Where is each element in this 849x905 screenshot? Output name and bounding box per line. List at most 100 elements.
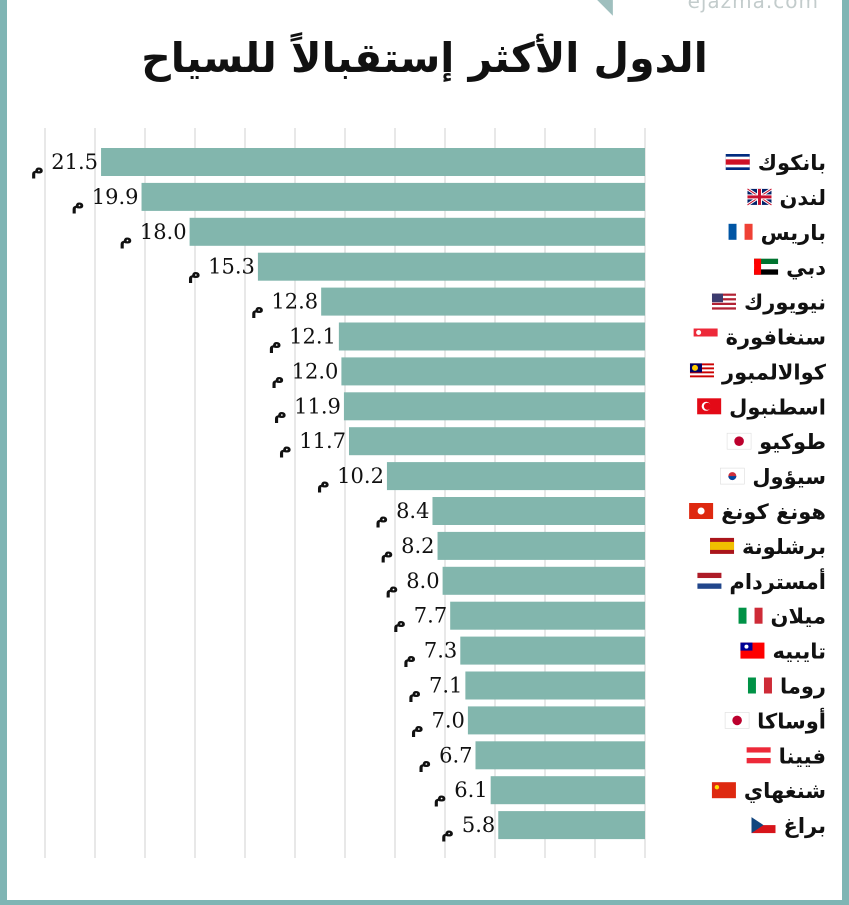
category-label: بانكوك	[758, 151, 826, 175]
frame-right-border	[842, 0, 849, 905]
value-label: 11.7	[299, 429, 346, 453]
value-label: 8.0	[406, 569, 439, 593]
singapore-flag-icon	[693, 328, 718, 345]
frame-left-border	[0, 0, 7, 905]
category-label: فيينا	[779, 744, 826, 768]
bar	[432, 497, 645, 525]
value-label: 5.8	[462, 813, 495, 837]
bar	[257, 252, 645, 281]
unit-label: م	[251, 298, 264, 319]
value-label: 12.8	[271, 290, 318, 314]
value-label: 7.0	[431, 708, 464, 732]
watermark: ejazma.com	[687, 0, 819, 13]
uae-flag-icon	[754, 258, 779, 275]
bar	[442, 566, 645, 595]
category-label: هونغ كونغ	[721, 500, 826, 524]
category-label: شنغهاي	[744, 779, 826, 804]
grid-lines	[44, 128, 646, 858]
value-label: 21.5	[51, 150, 98, 174]
value-label: 15.3	[208, 255, 255, 279]
unit-label: م	[119, 228, 132, 249]
value-label: 7.1	[429, 674, 462, 698]
bar	[450, 601, 645, 630]
unit-label: م	[71, 193, 84, 214]
category-label: سنغافورة	[726, 326, 826, 350]
bar	[321, 287, 645, 316]
bar	[338, 322, 645, 351]
category-label: أوساكا	[757, 706, 826, 733]
costa-rica-flag-icon	[725, 154, 750, 170]
bar	[189, 217, 645, 246]
unit-label: م	[380, 542, 393, 563]
italy-flag-icon	[747, 677, 772, 694]
unit-label: م	[393, 612, 406, 633]
bar	[386, 462, 645, 491]
bar	[467, 706, 645, 735]
category-label: طوكيو	[758, 430, 826, 454]
category-label: ميلان	[771, 605, 826, 629]
category-label: اسطنبول	[729, 395, 826, 419]
japan-flag-icon	[724, 712, 750, 729]
czech-flag-icon	[751, 817, 776, 834]
category-label: أمستردام	[729, 567, 826, 594]
bar	[141, 182, 645, 211]
unit-label: م	[403, 647, 416, 668]
category-label: تايبيه	[772, 640, 826, 664]
value-label: 11.9	[294, 394, 341, 418]
value-label: 8.2	[401, 534, 434, 558]
unit-label: م	[269, 333, 282, 354]
bar	[341, 357, 645, 386]
value-label: 7.3	[424, 639, 457, 663]
bar	[490, 776, 645, 805]
unit-label: م	[408, 682, 421, 703]
value-label: 10.2	[337, 464, 384, 488]
value-label: 19.9	[92, 185, 139, 209]
south-korea-flag-icon	[720, 467, 745, 485]
bar	[498, 811, 645, 840]
category-label: سيؤول	[752, 465, 826, 489]
unit-label: م	[31, 158, 44, 179]
category-label: برشلونة	[742, 535, 826, 559]
spain-flag-icon	[710, 537, 735, 554]
usa-flag-icon	[711, 293, 736, 310]
category-label: باريس	[761, 221, 826, 245]
unit-label: م	[274, 402, 287, 423]
unit-label: م	[441, 821, 454, 842]
value-label: 12.0	[292, 359, 339, 383]
france-flag-icon	[728, 223, 753, 240]
category-label: دبي	[786, 256, 826, 280]
bar	[101, 148, 646, 176]
malaysia-flag-icon	[689, 363, 714, 380]
italy-flag-icon	[738, 607, 763, 624]
category-label: روما	[780, 675, 826, 699]
china-flag-icon	[711, 782, 736, 799]
unit-label: م	[385, 577, 398, 598]
value-label: 8.4	[396, 499, 429, 523]
category-label: نيويورك	[744, 291, 826, 315]
bar	[465, 671, 645, 700]
unit-label: م	[433, 786, 446, 807]
austria-flag-icon	[746, 747, 771, 764]
category-label: لندن	[779, 186, 826, 210]
bar	[475, 741, 645, 770]
bar	[348, 427, 645, 456]
unit-label: م	[418, 751, 431, 772]
value-label: 6.7	[439, 743, 472, 767]
uk-flag-icon	[746, 187, 773, 207]
bar	[460, 636, 645, 665]
value-label: 6.1	[454, 778, 487, 802]
value-label: 18.0	[140, 220, 187, 244]
unit-label: م	[411, 716, 424, 737]
value-label: 7.7	[414, 604, 447, 628]
brand-logo-icon: ◥	[596, 0, 613, 19]
bars	[101, 148, 646, 840]
bar	[437, 531, 645, 560]
chart-title: الدول الأكثر إستقبالاً للسياح	[141, 34, 708, 82]
labels: 21.5 م بانكوك 19.9 م لندن 18.0 م باريس 15.3 م دبي 12…	[31, 150, 827, 842]
hong-kong-flag-icon	[689, 503, 714, 519]
japan-flag-icon	[726, 432, 752, 450]
unit-label: م	[375, 507, 388, 528]
unit-label: م	[279, 437, 292, 458]
frame-bottom-border	[0, 900, 849, 905]
